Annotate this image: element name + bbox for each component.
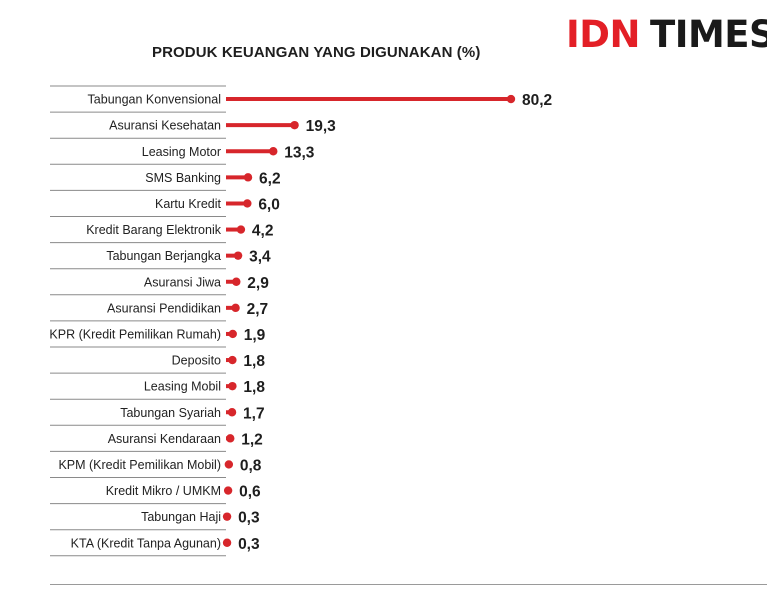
value-label: 19,3 [306, 118, 337, 135]
value-label: 0,3 [238, 536, 260, 553]
bar-end-dot [243, 199, 252, 208]
category-label: Asuransi Pendidikan [107, 301, 221, 315]
logo-brand: IDN [566, 13, 640, 56]
category-label: KPR (Kredit Pemilikan Rumah) [49, 327, 221, 341]
value-label: 1,8 [243, 379, 265, 396]
bar-end-dot [228, 355, 237, 365]
chart-row: Kartu Kredit 6,0 [50, 196, 280, 217]
category-label: Kredit Mikro / UMKM [106, 484, 221, 498]
value-label: 0,8 [240, 457, 262, 474]
bar-end-dot [226, 434, 235, 443]
chart-row: Asuransi Jiwa 2,9 [50, 275, 269, 296]
category-label: Kartu Kredit [155, 197, 222, 211]
value-label: 2,9 [247, 275, 269, 292]
category-label: KPM (Kredit Pemilikan Mobil) [58, 458, 221, 472]
chart-bottom-rule [50, 584, 767, 585]
category-label: KTA (Kredit Tanpa Agunan) [71, 536, 221, 550]
category-label: SMS Banking [145, 171, 221, 185]
chart-row: KTA (Kredit Tanpa Agunan) 0,3 [50, 536, 260, 557]
bar-end-dot [233, 251, 243, 260]
logo-sub: TIMES [649, 13, 767, 56]
category-label: Deposito [172, 354, 221, 368]
value-label: 0,3 [238, 510, 260, 527]
value-label: 13,3 [284, 144, 315, 161]
category-label: Tabungan Haji [141, 510, 221, 524]
bar-end-dot [232, 277, 241, 286]
category-label: Asuransi Jiwa [144, 275, 221, 289]
chart-row: Deposito 1,8 [50, 353, 265, 374]
chart-title: PRODUK KEUANGAN YANG DIGUNAKAN (%) [152, 44, 481, 61]
value-label: 2,7 [247, 301, 269, 318]
bar-end-dot [269, 147, 278, 156]
bar-end-dot [228, 329, 237, 339]
chart-row: KPM (Kredit Pemilikan Mobil) 0,8 [50, 457, 262, 478]
chart-row: Leasing Motor 13,3 [50, 144, 315, 165]
bar-end-dot [222, 538, 232, 547]
value-label: 3,4 [249, 249, 271, 266]
bar-end-dot [506, 94, 516, 104]
bar-end-dot [227, 408, 237, 417]
value-label: 1,8 [243, 353, 265, 370]
category-label: Kredit Barang Elektronik [86, 223, 222, 237]
value-label: 6,0 [258, 196, 280, 213]
chart-row: SMS Banking 6,2 [50, 170, 281, 191]
bar-end-dot [236, 225, 246, 234]
bar-end-dot [243, 173, 253, 182]
bar-end-dot [224, 460, 234, 469]
value-label: 1,7 [243, 405, 265, 422]
bar-end-dot [231, 303, 240, 313]
value-label: 1,9 [244, 327, 266, 344]
bar-end-dot [223, 486, 233, 495]
value-label: 6,2 [259, 170, 281, 187]
bar-end-dot [222, 512, 232, 521]
chart-row: Tabungan Konvensional 80,2 [50, 92, 552, 113]
category-label: Leasing Motor [142, 145, 221, 159]
category-label: Tabungan Berjangka [106, 249, 221, 263]
chart-row: Asuransi Pendidikan 2,7 [50, 301, 269, 322]
category-label: Tabungan Syariah [120, 406, 221, 420]
category-label: Asuransi Kendaraan [108, 432, 221, 446]
bar-end-dot [290, 120, 299, 130]
chart-row: Asuransi Kesehatan 19,3 [50, 118, 337, 139]
value-label: 4,2 [252, 223, 274, 240]
chart-row: Tabungan Syariah 1,7 [50, 405, 265, 426]
chart-row: Kredit Barang Elektronik 4,2 [50, 223, 274, 244]
idn-times-logo: IDN TIMES [566, 13, 767, 57]
category-label: Leasing Mobil [144, 380, 221, 394]
category-label: Tabungan Konvensional [88, 93, 221, 107]
category-label: Asuransi Kesehatan [109, 119, 221, 133]
chart-row: Kredit Mikro / UMKM 0,6 [50, 484, 261, 505]
chart-row: KPR (Kredit Pemilikan Rumah) 1,9 [49, 327, 266, 348]
bar-end-dot [228, 381, 237, 391]
chart-row: Leasing Mobil 1,8 [50, 379, 265, 400]
value-label: 1,2 [241, 431, 263, 448]
value-label: 0,6 [239, 484, 261, 501]
chart-row: Asuransi Kendaraan 1,2 [50, 431, 263, 452]
chart-row: Tabungan Haji 0,3 [50, 510, 260, 531]
chart-row: Tabungan Berjangka 3,4 [50, 249, 271, 270]
value-label: 80,2 [522, 92, 552, 109]
